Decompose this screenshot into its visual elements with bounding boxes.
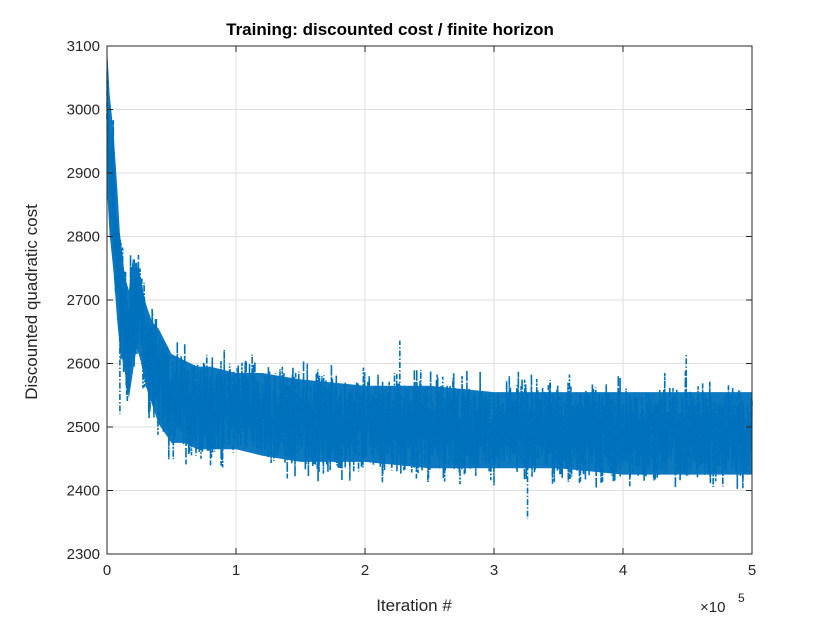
x-multiplier-base: ×10 [700, 599, 725, 616]
x-axis-label: Iteration # [376, 596, 452, 615]
y-tick-label: 2700 [67, 292, 100, 309]
y-tick-label: 2400 [67, 483, 100, 500]
x-tick-label: 1 [232, 562, 240, 579]
chart-title: Training: discounted cost / finite horiz… [226, 20, 554, 39]
y-tick-label: 2800 [67, 229, 100, 246]
x-tick-label: 5 [748, 562, 756, 579]
x-multiplier-exponent: 5 [738, 591, 745, 605]
x-tick-label: 0 [103, 562, 111, 579]
y-tick-label: 2300 [67, 546, 100, 563]
series-line [106, 46, 753, 520]
series-trace [106, 71, 753, 489]
x-tick-label: 2 [361, 562, 369, 579]
ticks: 0 1 2 3 4 5 2300 2400 2500 2600 2700 2800 2900 3000 31… [67, 38, 757, 579]
y-tick-label: 2900 [67, 165, 100, 182]
y-tick-label: 3000 [67, 102, 100, 119]
y-axis-label: Discounted quadratic cost [22, 204, 41, 400]
y-tick-label: 2600 [67, 356, 100, 373]
y-tick-label: 2500 [67, 419, 100, 436]
x-tick-label: 3 [490, 562, 498, 579]
x-axis-multiplier: ×10 5 [700, 591, 745, 616]
x-tick-label: 4 [619, 562, 627, 579]
y-tick-label: 3100 [67, 38, 100, 55]
